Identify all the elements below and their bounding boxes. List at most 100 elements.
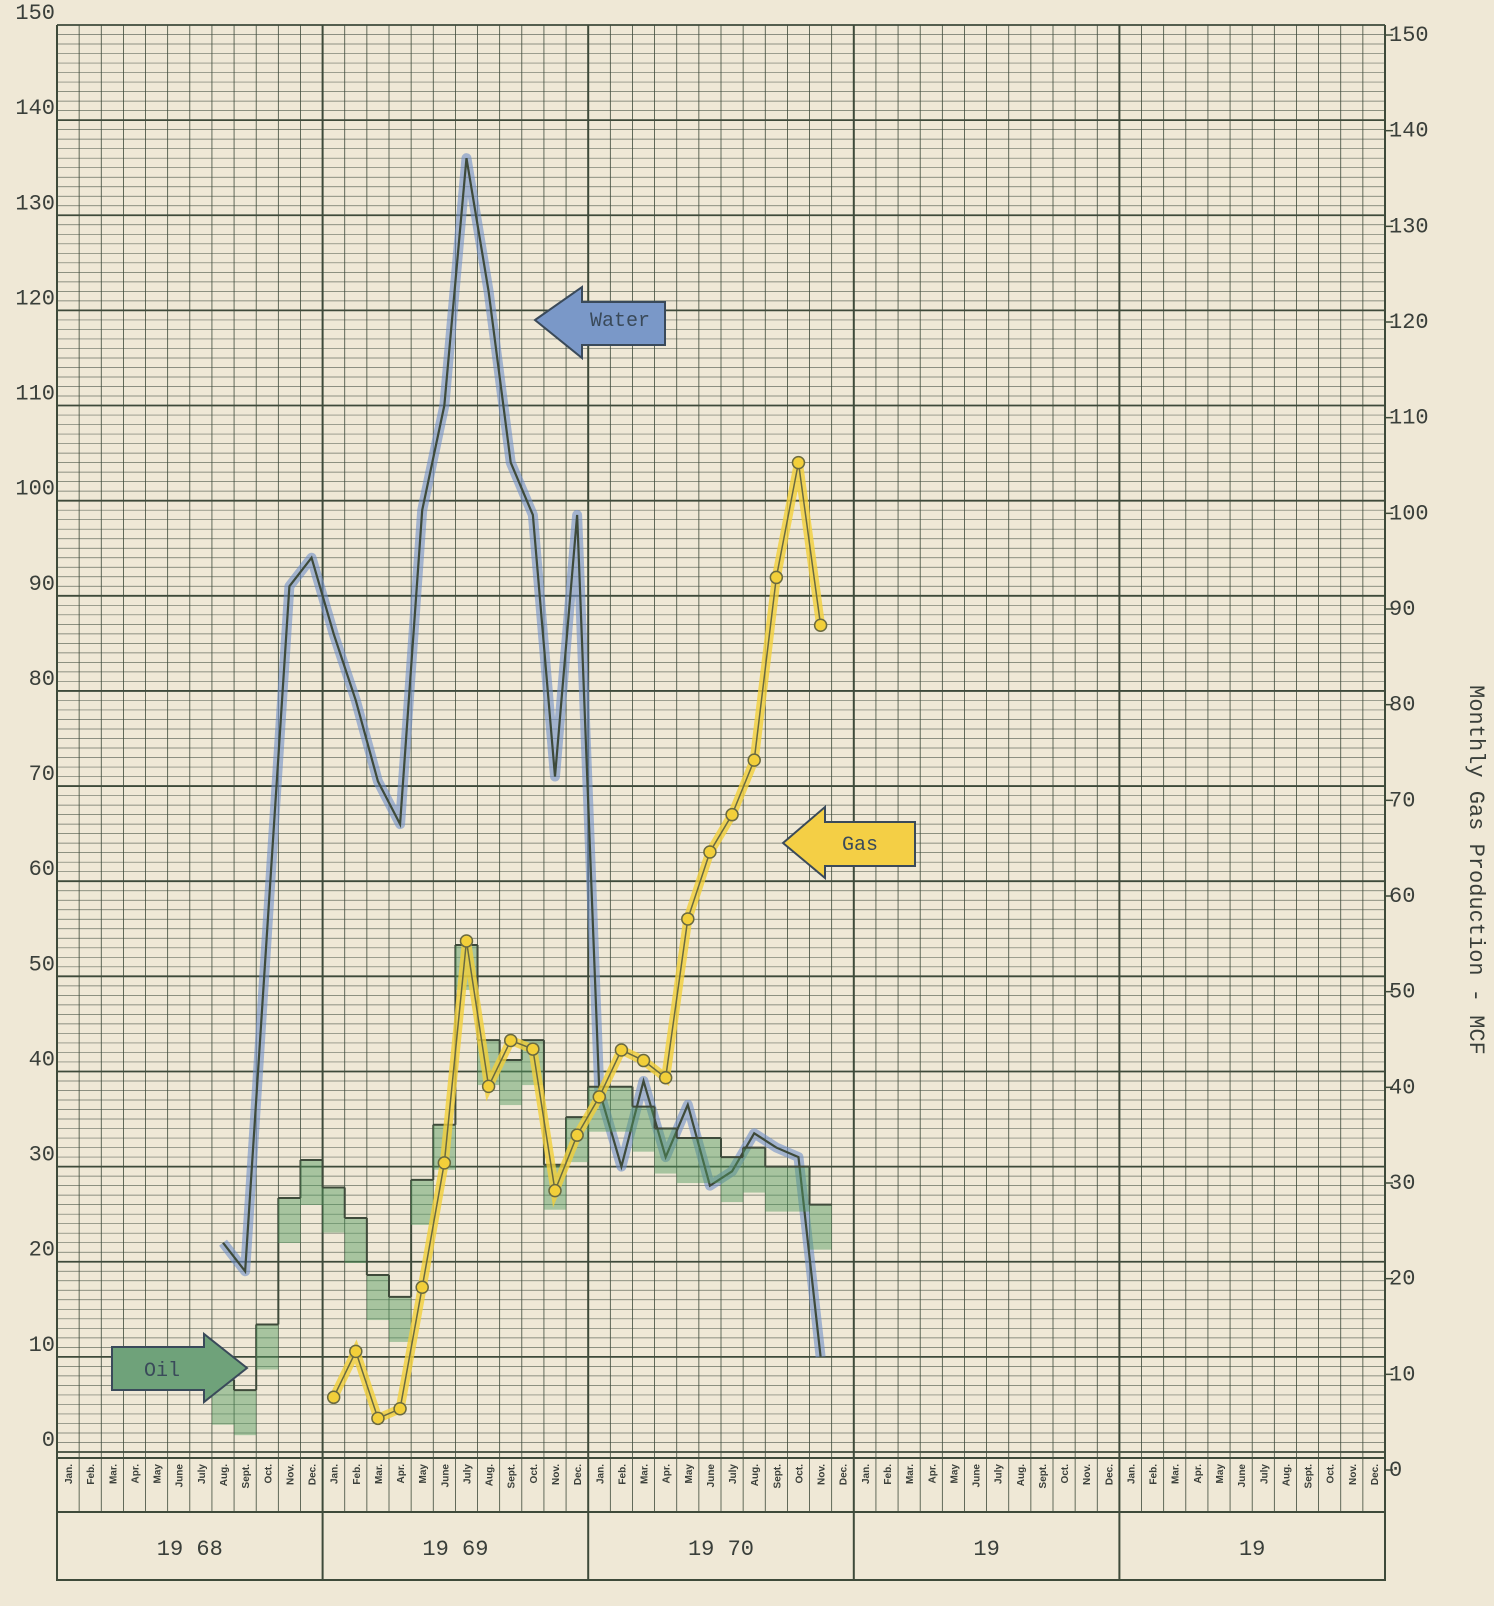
gas-point [747, 753, 761, 767]
y2-tick-label: 80 [1389, 693, 1415, 718]
y2-tick-label: 90 [1389, 597, 1415, 622]
gas-point [481, 1079, 496, 1094]
gas-arrow [781, 804, 916, 881]
x-tick-label: May [684, 1464, 695, 1484]
x-tick-label: Feb. [617, 1464, 628, 1485]
x-tick-label: July [197, 1464, 208, 1484]
y2-tick-label: 100 [1389, 501, 1429, 526]
oil-shade [499, 1060, 522, 1106]
oil-arrow [111, 1331, 249, 1405]
gas-point [326, 1390, 341, 1405]
y2-tick-label: 70 [1389, 788, 1415, 813]
year-label: 19 [973, 1537, 999, 1562]
year-label: 19 68 [157, 1537, 223, 1562]
x-tick-label: Aug. [1281, 1464, 1292, 1486]
oil-shade [278, 1197, 301, 1243]
x-tick-label: Nov. [285, 1464, 296, 1485]
oil-shade [809, 1204, 832, 1250]
gas-point [703, 845, 717, 859]
y-tick-label: 140 [15, 96, 55, 121]
x-tick-label: July [1259, 1464, 1270, 1484]
water-line [222, 158, 822, 1357]
y2-tick-label: 0 [1389, 1458, 1402, 1483]
annotation: Water [590, 310, 650, 333]
y2-tick-label: 130 [1389, 214, 1429, 239]
oil-shade [366, 1275, 389, 1321]
gas-point [503, 1033, 518, 1048]
x-tick-label: Feb. [86, 1464, 97, 1485]
x-tick-label: Dec. [1104, 1464, 1115, 1485]
oil-shade [322, 1187, 345, 1233]
x-tick-label: Dec. [573, 1464, 584, 1485]
x-tick-label: Nov. [551, 1464, 562, 1485]
x-tick-label: Aug. [485, 1464, 496, 1486]
gas-point [592, 1090, 607, 1104]
y-tick-label: 130 [15, 191, 55, 216]
gas-point [371, 1411, 385, 1426]
oil-shade [787, 1166, 810, 1212]
y2-tick-label: 20 [1389, 1267, 1415, 1292]
x-tick-label: Sept. [1038, 1464, 1049, 1489]
x-tick-label: Apr. [1193, 1464, 1204, 1484]
x-tick-label: Oct. [263, 1464, 274, 1484]
x-tick-label: Jan. [595, 1464, 606, 1484]
gas-point [681, 912, 695, 926]
x-tick-label: June [440, 1464, 451, 1488]
year-label: 19 [1239, 1537, 1265, 1562]
x-tick-label: July [728, 1464, 739, 1484]
y-tick-label: 10 [29, 1333, 55, 1358]
y-tick-label: 20 [29, 1238, 55, 1263]
y-tick-label: 80 [29, 667, 55, 692]
gas-point [459, 934, 474, 948]
annotation: Gas [842, 834, 878, 857]
x-tick-label: Feb. [883, 1464, 894, 1485]
x-tick-label: Dec. [1370, 1464, 1381, 1485]
gas-point [415, 1280, 429, 1295]
y2-tick-label: 140 [1389, 119, 1429, 144]
gas-point [813, 618, 828, 633]
y-tick-label: 60 [29, 857, 55, 882]
x-tick-label: Feb. [1149, 1464, 1160, 1485]
gas-point [791, 455, 806, 470]
x-tick-label: June [972, 1464, 983, 1488]
x-tick-label: Aug. [750, 1464, 761, 1486]
oil-shade [654, 1128, 677, 1174]
y-tick-label: 0 [42, 1428, 55, 1453]
x-tick-label: June [706, 1464, 717, 1488]
oil-shade [389, 1296, 412, 1342]
x-tick-label: Sept. [772, 1464, 783, 1489]
water-arrow [533, 285, 666, 361]
y2-tick-label: 30 [1389, 1171, 1415, 1196]
x-tick-label: Apr. [130, 1464, 141, 1484]
x-tick-label: July [994, 1464, 1005, 1484]
x-tick-label: Sept. [1304, 1464, 1315, 1489]
oil-shade [344, 1217, 367, 1263]
gas-point [548, 1183, 562, 1198]
x-tick-label: June [175, 1464, 186, 1488]
x-tick-label: Mar. [640, 1464, 651, 1484]
x-tick-label: Oct. [1060, 1464, 1071, 1484]
oil-shade [234, 1390, 257, 1436]
y2-tick-label: 40 [1389, 1075, 1415, 1100]
x-tick-label: Jan. [1126, 1464, 1137, 1484]
oil-shade [743, 1147, 766, 1193]
oil-shade [765, 1166, 788, 1212]
x-tick-label: Dec. [839, 1464, 850, 1485]
x-tick-label: Mar. [905, 1464, 916, 1484]
y2-tick-label: 110 [1389, 406, 1429, 431]
y-tick-label: 30 [29, 1143, 55, 1168]
x-tick-label: Oct. [794, 1464, 805, 1484]
y-tick-label: 120 [15, 286, 55, 311]
x-tick-label: Aug. [1016, 1464, 1027, 1486]
oil-shade [300, 1159, 323, 1205]
gas-point [570, 1128, 584, 1142]
oil-shade [632, 1106, 655, 1152]
gas-point [769, 570, 784, 585]
y2-tick-label: 10 [1389, 1362, 1415, 1387]
x-tick-label: May [949, 1464, 960, 1484]
x-tick-label: Jan. [64, 1464, 75, 1484]
gas-point [636, 1053, 651, 1068]
x-tick-label: June [1237, 1464, 1248, 1488]
y-tick-label: 90 [29, 572, 55, 597]
